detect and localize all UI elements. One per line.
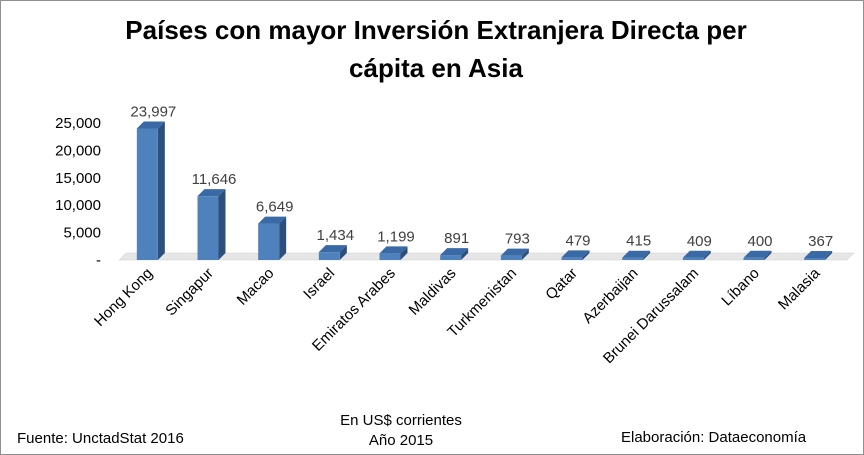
y-tick-label: 20,000 <box>55 142 101 159</box>
x-tick-label: Malasia <box>775 264 824 313</box>
bar-side <box>521 248 529 260</box>
units-line-2: Año 2015 <box>368 432 434 449</box>
bar-side <box>643 250 651 260</box>
bar-front <box>622 257 644 260</box>
bar <box>379 246 408 260</box>
bar-side <box>764 250 772 260</box>
x-tick-label: Hong Kong <box>91 265 156 330</box>
bar-side <box>218 189 226 260</box>
bar-front <box>318 252 340 260</box>
bar-top <box>197 189 226 197</box>
data-label: 479 <box>565 232 590 249</box>
data-label: 891 <box>444 230 469 247</box>
bar-top <box>561 250 590 258</box>
y-tick-label: 15,000 <box>55 170 101 187</box>
x-tick-label: Azerbaijan <box>579 265 641 327</box>
data-label: 11,646 <box>192 171 237 188</box>
bar-front <box>561 257 583 260</box>
bar-front <box>379 253 401 260</box>
credit-note: Elaboración: Dataeconomía <box>621 429 807 446</box>
units-note: En US$ corrientes Año 2015 <box>301 411 501 451</box>
bar-top <box>379 246 408 254</box>
bar-front <box>136 128 158 260</box>
units-line-1: En US$ corrientes <box>340 412 462 429</box>
bar <box>743 250 772 260</box>
data-label: 400 <box>747 233 772 250</box>
source-note: Fuente: UnctadStat 2016 <box>17 430 184 447</box>
chart-floor <box>118 252 855 261</box>
x-tick-label: Maldivas <box>406 265 460 319</box>
data-label: 793 <box>505 231 530 248</box>
bar-front <box>500 255 522 260</box>
data-label: 409 <box>687 233 712 250</box>
bar-top <box>682 250 711 258</box>
x-tick-label: Qatar <box>542 265 581 304</box>
data-label: 23,997 <box>130 103 176 120</box>
bar <box>500 248 529 260</box>
bar <box>258 216 287 260</box>
bar <box>622 250 651 260</box>
x-tick-label: Singapur <box>162 265 216 319</box>
bar-front <box>440 255 462 260</box>
bar-side <box>461 248 469 260</box>
bar-side <box>339 245 347 260</box>
bar <box>804 250 833 260</box>
bar-top <box>500 248 529 256</box>
data-label: 367 <box>808 233 833 250</box>
bar <box>197 189 226 260</box>
bar-side <box>400 246 408 260</box>
bar <box>440 248 469 260</box>
bar-top <box>258 216 287 224</box>
bar <box>136 121 165 261</box>
bar-front <box>743 257 765 260</box>
x-tick-label: Israel <box>300 265 338 303</box>
bar-front <box>197 196 219 260</box>
data-label: 1,434 <box>317 227 355 244</box>
y-tick-label: 10,000 <box>55 197 101 214</box>
chart-title-line-2: cápita en Asia <box>349 53 523 83</box>
chart-title: Países con mayor Inversión Extranjera Di… <box>41 11 831 87</box>
bar-side <box>582 250 590 260</box>
bar-top <box>622 250 651 258</box>
bar-side <box>157 121 165 261</box>
y-tick-label: 25,000 <box>55 115 101 132</box>
bar-front <box>804 257 826 260</box>
x-tick-label: Macao <box>234 265 278 309</box>
bar-top <box>804 250 833 258</box>
data-label: 415 <box>626 233 651 250</box>
data-label: 6,649 <box>256 199 294 216</box>
y-tick-label: 5,000 <box>63 225 101 242</box>
bar <box>318 245 347 260</box>
bar <box>682 250 711 260</box>
bar-side <box>703 250 711 260</box>
chart-title-line-1: Países con mayor Inversión Extranjera Di… <box>125 15 747 45</box>
bar-top <box>318 245 347 253</box>
y-tick-label: - <box>96 252 101 269</box>
bar-top <box>440 248 469 256</box>
bar-front <box>258 223 280 260</box>
bar <box>561 250 590 260</box>
bar-side <box>825 250 833 260</box>
bar-side <box>279 216 287 260</box>
x-tick-label: Líbano <box>718 265 762 309</box>
bar-top <box>136 121 165 129</box>
bar-top <box>743 250 772 258</box>
data-label: 1,199 <box>377 228 415 245</box>
bar-front <box>682 257 704 260</box>
